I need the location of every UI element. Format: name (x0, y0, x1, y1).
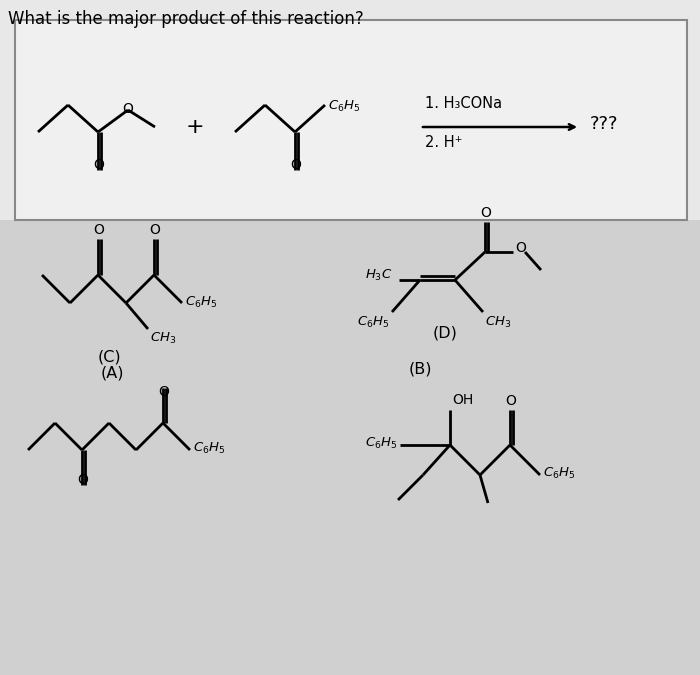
Text: +: + (186, 117, 204, 137)
Text: $C_6H_5$: $C_6H_5$ (185, 294, 218, 310)
Text: (A): (A) (100, 365, 124, 380)
Text: $CH_3$: $CH_3$ (485, 315, 511, 330)
Text: ???: ??? (590, 115, 619, 133)
Text: (C): (C) (97, 350, 121, 365)
Text: $C_6H_5$: $C_6H_5$ (543, 466, 575, 481)
Text: O: O (94, 158, 104, 172)
Text: $C_6H_5$: $C_6H_5$ (328, 99, 360, 114)
Bar (15, 20, 687, 220)
Text: O: O (505, 394, 517, 408)
Text: O: O (290, 158, 302, 172)
Text: O: O (515, 241, 526, 255)
Text: (B): (B) (408, 362, 432, 377)
Text: 2. H⁺: 2. H⁺ (425, 135, 463, 150)
Text: O: O (78, 473, 88, 487)
Text: $CH_3$: $CH_3$ (150, 331, 176, 346)
Text: O: O (481, 206, 491, 220)
Text: O: O (159, 385, 169, 399)
Text: $C_6H_5$: $C_6H_5$ (365, 435, 397, 450)
Text: OH: OH (452, 393, 473, 407)
Text: (D): (D) (433, 325, 457, 340)
Text: O: O (150, 223, 160, 237)
Bar (0, 220, 700, 675)
Text: $C_6H_5$: $C_6H_5$ (193, 441, 225, 456)
Text: What is the major product of this reaction?: What is the major product of this reacti… (8, 10, 364, 28)
Text: O: O (122, 102, 134, 116)
Text: $H_3C$: $H_3C$ (365, 267, 393, 283)
Text: 1. H₃CONa: 1. H₃CONa (425, 96, 502, 111)
Text: $C_6H_5$: $C_6H_5$ (356, 315, 389, 330)
Text: O: O (94, 223, 104, 237)
